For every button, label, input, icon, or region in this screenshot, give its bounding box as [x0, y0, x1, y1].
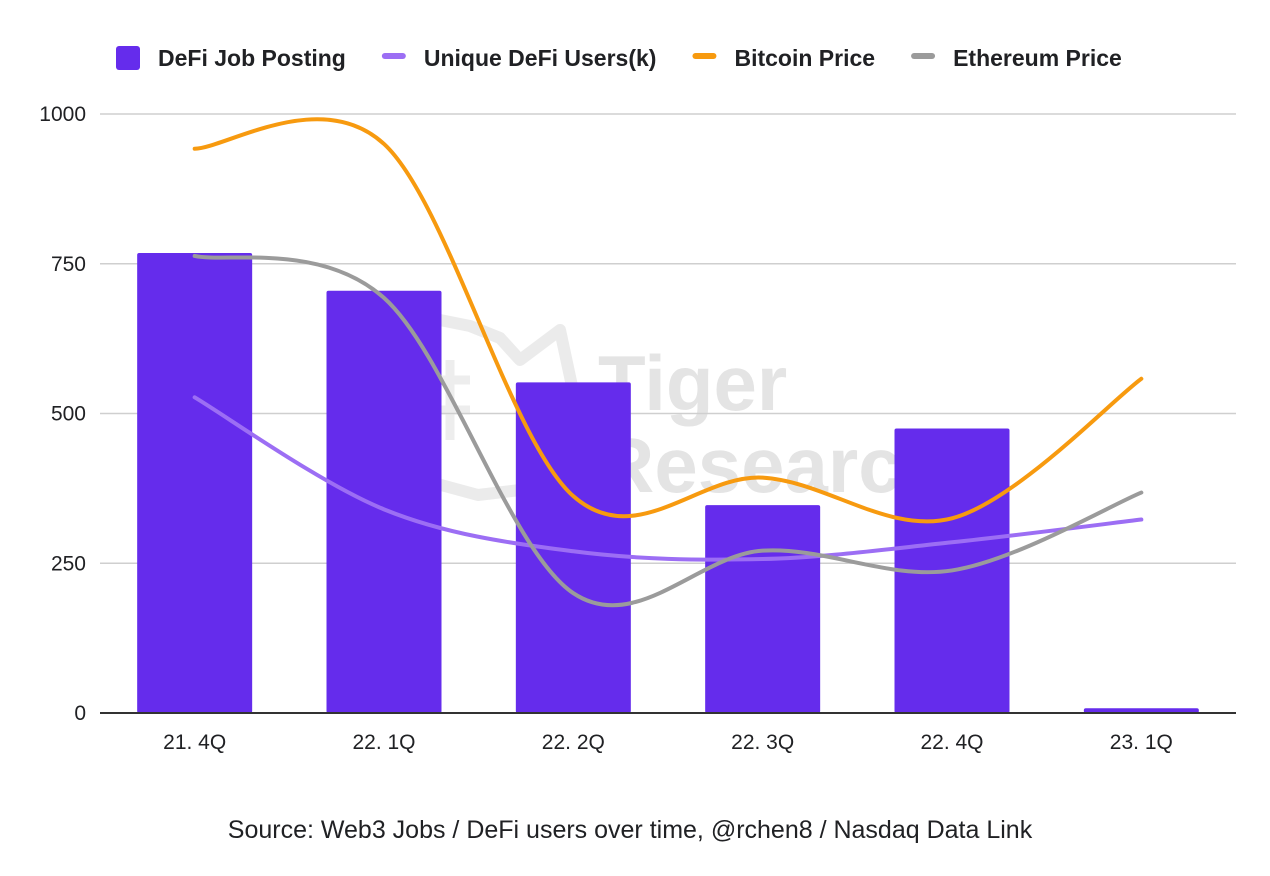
line-series [192, 117, 1144, 608]
y-tick-label: 500 [51, 403, 86, 426]
bar [1083, 708, 1199, 713]
y-tick-label: 750 [51, 253, 86, 276]
legend-ethereum-price-swatch [911, 53, 936, 59]
source-caption: Source: Web3 Jobs / DeFi users over time… [228, 816, 1033, 844]
x-tick-label: 22. 1Q [352, 731, 415, 754]
legend-bitcoin-price-swatch [692, 53, 717, 59]
bar [326, 290, 442, 713]
legend-unique-defi-users-k-label: Unique DeFi Users(k) [424, 45, 657, 71]
ethereum-price-line [192, 253, 1144, 608]
legend-unique-defi-users-k-swatch [381, 53, 406, 59]
x-tick-label: 22. 2Q [542, 731, 605, 754]
y-tick-label: 250 [51, 552, 86, 575]
bitcoin-price-line [192, 117, 1144, 524]
legend-bitcoin-price-label: Bitcoin Price [734, 45, 875, 71]
legend-ethereum-price-label: Ethereum Price [953, 45, 1122, 71]
legend: DeFi Job Posting Unique DeFi Users(k) Bitc… [116, 45, 1122, 71]
watermark-line-2: Research [598, 421, 949, 509]
y-tick-label: 0 [74, 702, 86, 725]
x-axis-ticks: 21. 4Q 22. 1Q 22. 2Q 22. 3Q 22. 4Q 23. 1Q [163, 731, 1173, 754]
bar-series [137, 252, 1199, 713]
legend-defi-job-posting-label: DeFi Job Posting [158, 45, 346, 71]
bar [515, 382, 631, 713]
x-tick-label: 21. 4Q [163, 731, 226, 754]
x-tick-label: 22. 4Q [920, 731, 983, 754]
x-tick-label: 22. 3Q [731, 731, 794, 754]
x-tick-label: 23. 1Q [1110, 731, 1173, 754]
legend-defi-job-posting-swatch [116, 46, 140, 70]
gridlines [100, 113, 1236, 564]
y-axis-ticks: 0 250 500 750 1000 [39, 103, 86, 725]
unique-defi-users-k-line [192, 395, 1144, 562]
y-tick-label: 1000 [39, 103, 86, 126]
bar [705, 505, 821, 713]
bar [137, 252, 253, 713]
